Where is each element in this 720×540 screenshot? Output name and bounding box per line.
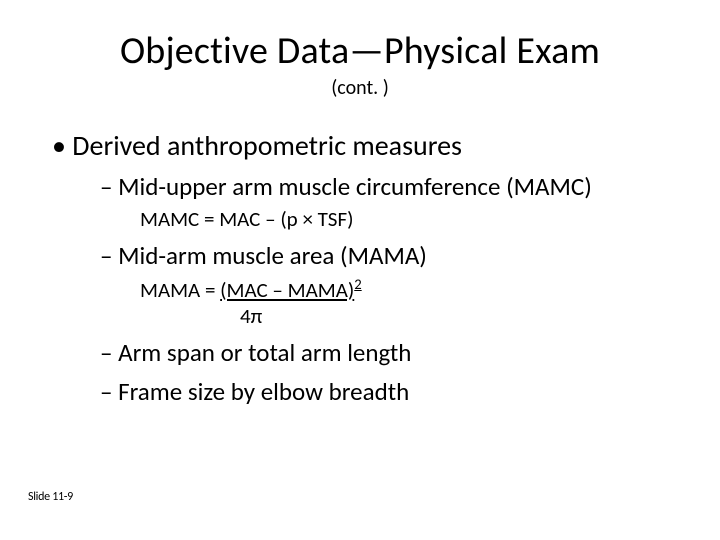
- formula-mama-exponent: 2: [354, 275, 361, 293]
- formula-mama-prefix: MAMA =: [140, 277, 220, 303]
- bullet-level1: Derived anthropometric measures: [52, 128, 672, 163]
- formula-mamc: MAMC = MAC – (p × TSF): [140, 206, 672, 232]
- slide-subtitle: (cont. ): [48, 76, 672, 100]
- formula-mama-denominator: 4π: [140, 303, 672, 329]
- slide-title: Objective Data—Physical Exam: [48, 28, 672, 74]
- slide: Objective Data—Physical Exam (cont. ) De…: [0, 0, 720, 540]
- bullet-level2-mamc: Mid-upper arm muscle circumference (MAMC…: [100, 171, 672, 202]
- slide-footer: Slide 11-9: [28, 490, 73, 504]
- formula-mama-numerator: (MAC – MAMA): [220, 277, 354, 303]
- bullet-level2-mama: Mid-arm muscle area (MAMA): [100, 240, 672, 271]
- bullet-level2-frame: Frame size by elbow breadth: [100, 376, 672, 407]
- bullet-level2-armspan: Arm span or total arm length: [100, 337, 672, 368]
- formula-mama: MAMA = (MAC – MAMA)2: [140, 275, 672, 303]
